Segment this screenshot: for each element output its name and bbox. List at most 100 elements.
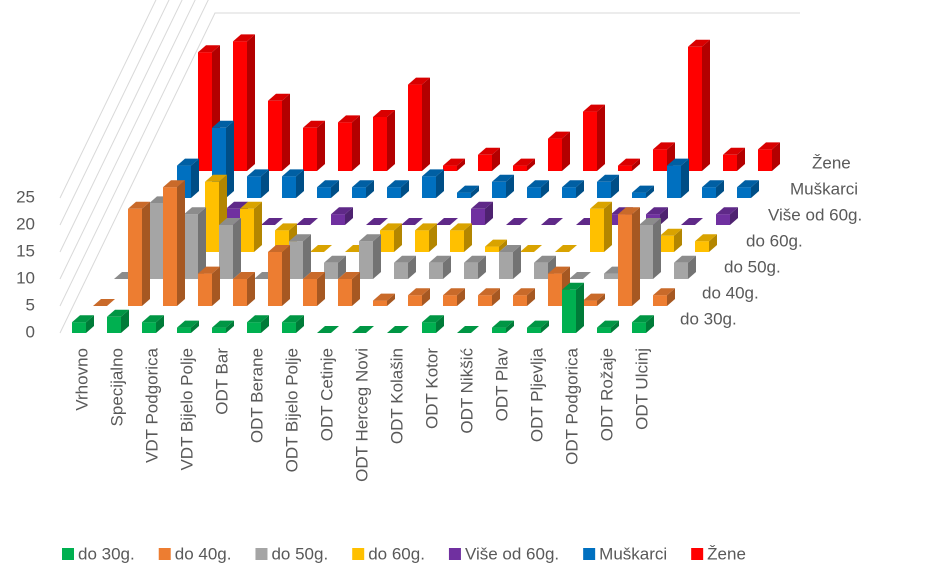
bar bbox=[107, 317, 121, 333]
bar bbox=[184, 214, 198, 279]
y-tick-label: 25 bbox=[16, 187, 35, 206]
bar bbox=[128, 209, 142, 306]
bar-side bbox=[597, 105, 605, 171]
x-tick-label: ODT Cetinje bbox=[317, 348, 336, 441]
bar bbox=[485, 247, 499, 252]
bar-top bbox=[352, 326, 374, 333]
legend-label: Više od 60g. bbox=[465, 544, 559, 563]
legend-label: do 60g. bbox=[368, 544, 425, 563]
bar bbox=[331, 214, 345, 225]
bar bbox=[303, 128, 317, 171]
bar-side bbox=[604, 202, 612, 252]
bar-top bbox=[310, 245, 332, 252]
bar bbox=[513, 166, 527, 171]
legend-label: Žene bbox=[707, 544, 746, 563]
bar bbox=[198, 52, 212, 171]
bar-top bbox=[520, 245, 542, 252]
x-tick-label: ODT Nikšić bbox=[457, 348, 476, 434]
bar-top bbox=[506, 218, 528, 225]
bar bbox=[457, 193, 471, 198]
x-tick-label: ODT Herceg Novi bbox=[352, 348, 371, 482]
bar bbox=[702, 187, 716, 198]
bar bbox=[597, 328, 611, 333]
bar bbox=[471, 209, 485, 225]
bar bbox=[149, 203, 163, 279]
legend-swatch bbox=[255, 548, 267, 560]
x-tick-label: ODT Rožaje bbox=[597, 348, 616, 441]
bar-side bbox=[282, 245, 290, 306]
bar-side bbox=[226, 121, 234, 198]
bar bbox=[415, 230, 429, 252]
y-tick-label: 5 bbox=[26, 295, 35, 314]
bar-side bbox=[317, 121, 325, 171]
bar bbox=[632, 193, 646, 198]
bar-side bbox=[233, 218, 241, 279]
bar bbox=[303, 279, 317, 306]
bar bbox=[499, 252, 513, 279]
bar bbox=[527, 187, 541, 198]
x-tick-label: ODT Bar bbox=[212, 348, 231, 415]
bar bbox=[198, 274, 212, 306]
bar bbox=[338, 122, 352, 171]
bar bbox=[163, 187, 177, 306]
bar bbox=[289, 241, 303, 279]
bar-top bbox=[261, 218, 283, 225]
legend-swatch bbox=[352, 548, 364, 560]
legend-label: do 50g. bbox=[271, 544, 328, 563]
bar bbox=[548, 274, 562, 306]
bar bbox=[674, 263, 688, 279]
bar bbox=[583, 112, 597, 171]
bar-top bbox=[681, 218, 703, 225]
bar bbox=[597, 182, 611, 198]
bar bbox=[212, 328, 226, 333]
bar-top bbox=[457, 326, 479, 333]
depth-label: Žene bbox=[812, 153, 851, 172]
bar-side bbox=[254, 202, 262, 252]
bar bbox=[233, 279, 247, 306]
bar bbox=[233, 41, 247, 171]
bar-side bbox=[282, 94, 290, 171]
bar bbox=[527, 328, 541, 333]
x-tick-label: ODT Plav bbox=[492, 348, 511, 422]
bar bbox=[604, 274, 618, 279]
bar bbox=[758, 149, 772, 171]
bar-side bbox=[702, 40, 710, 171]
bar bbox=[429, 263, 443, 279]
bar bbox=[240, 209, 254, 252]
bar bbox=[513, 295, 527, 306]
bar bbox=[142, 322, 156, 333]
bar bbox=[268, 252, 282, 306]
x-tick-label: Vrhovno bbox=[72, 348, 91, 411]
bar bbox=[282, 176, 296, 198]
bar bbox=[590, 209, 604, 252]
x-tick-label: ODT Ulcinj bbox=[632, 348, 651, 430]
legend-label: do 40g. bbox=[175, 544, 232, 563]
legend-swatch bbox=[449, 548, 461, 560]
bar-top bbox=[93, 299, 115, 306]
bar-side bbox=[303, 234, 311, 279]
y-tick-label: 0 bbox=[26, 322, 35, 341]
x-tick-label: VDT Podgorica bbox=[142, 347, 161, 463]
bar-top bbox=[401, 218, 423, 225]
depth-label: do 30g. bbox=[680, 309, 737, 328]
bar bbox=[268, 101, 282, 171]
depth-label: do 50g. bbox=[724, 257, 781, 276]
bar-side bbox=[247, 34, 255, 171]
bar bbox=[583, 301, 597, 306]
bar-side bbox=[177, 180, 185, 306]
legend-swatch bbox=[691, 548, 703, 560]
bar bbox=[443, 295, 457, 306]
bar-top bbox=[569, 272, 591, 279]
bar bbox=[492, 328, 506, 333]
bar bbox=[723, 155, 737, 171]
bar bbox=[247, 176, 261, 198]
bar bbox=[359, 241, 373, 279]
bar-side bbox=[632, 207, 640, 306]
bar bbox=[317, 187, 331, 198]
bar bbox=[639, 225, 653, 279]
bar bbox=[380, 230, 394, 252]
bar-side bbox=[373, 234, 381, 279]
bar bbox=[478, 155, 492, 171]
x-tick-label: ODT Berane bbox=[247, 348, 266, 443]
